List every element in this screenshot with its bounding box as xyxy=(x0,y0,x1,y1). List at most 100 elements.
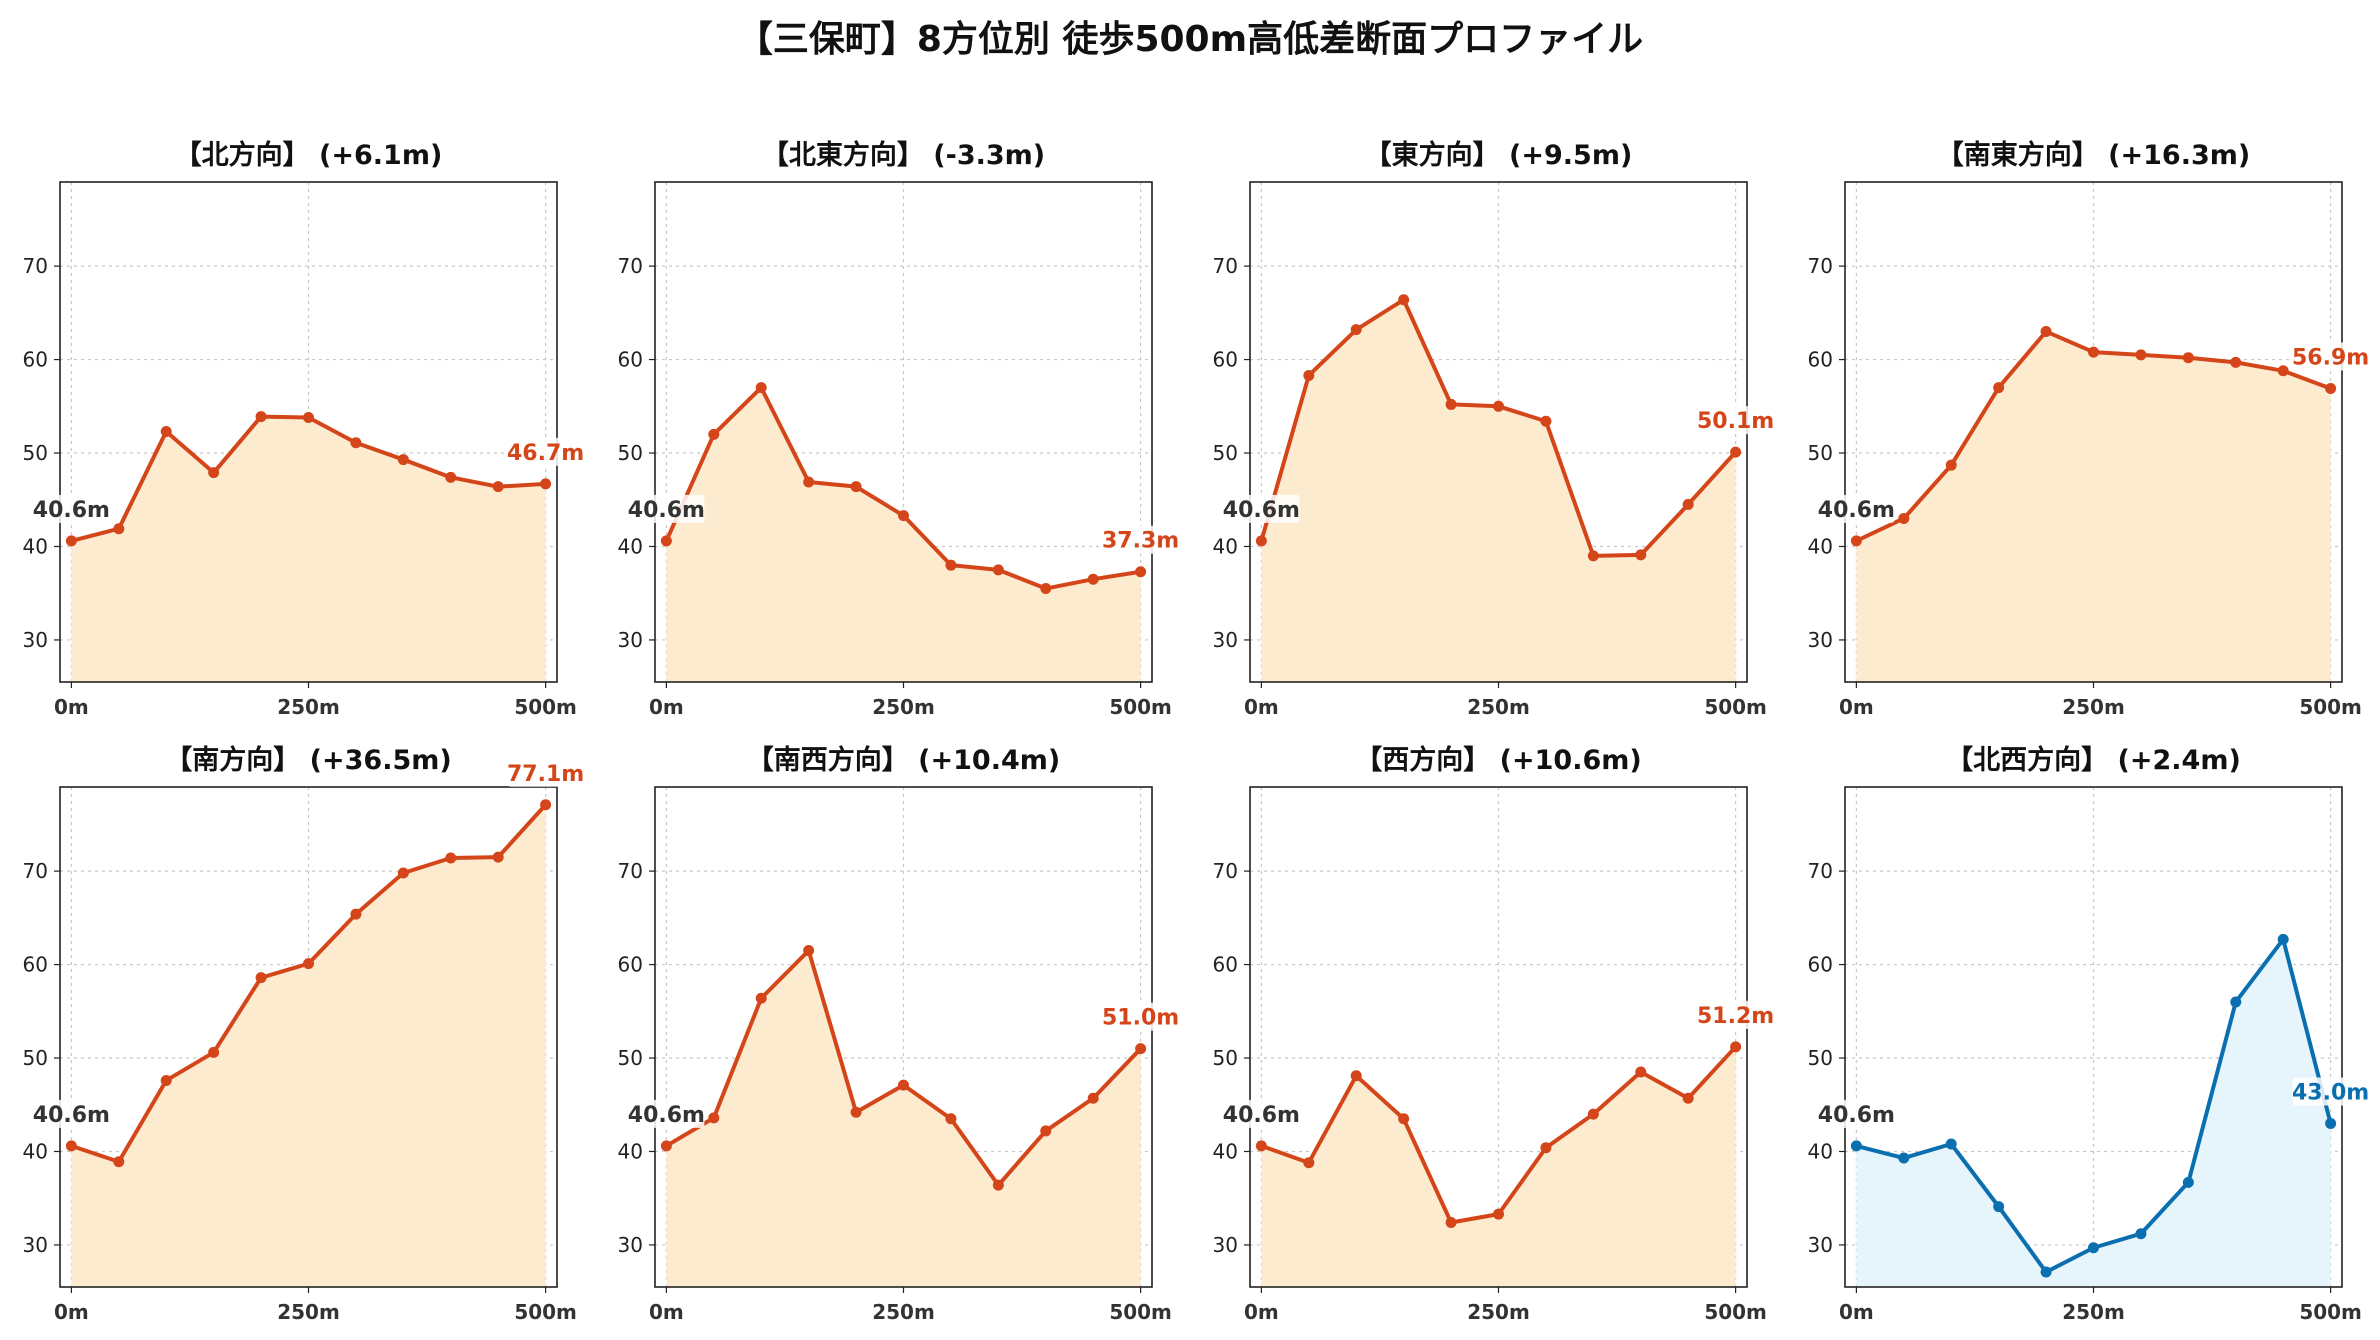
data-point xyxy=(1945,459,1957,471)
data-point xyxy=(255,972,267,984)
y-tick-label: 50 xyxy=(618,1046,643,1070)
start-value-label: 40.6m xyxy=(1223,498,1300,523)
x-tick-label: 0m xyxy=(1244,695,1279,719)
y-tick-label: 50 xyxy=(23,441,48,465)
plot-frame xyxy=(1249,786,1748,1288)
data-point xyxy=(303,958,314,970)
y-tick-label: 30 xyxy=(618,628,643,652)
subplot-title: 【南東方向】 (+16.3m) xyxy=(1937,139,2250,171)
subplot-title: 【東方向】 (+9.5m) xyxy=(1365,139,1633,171)
y-tick-label: 50 xyxy=(1808,1046,1833,1070)
data-point xyxy=(2135,349,2147,361)
plot-frame xyxy=(654,181,1153,683)
data-point xyxy=(850,1106,862,1118)
subplot-title: 【南西方向】 (+10.4m) xyxy=(747,744,1060,776)
y-tick-label: 30 xyxy=(1213,628,1238,652)
y-tick-label: 40 xyxy=(1808,534,1833,558)
data-point xyxy=(1398,294,1410,306)
y-tick-label: 70 xyxy=(1808,254,1833,278)
data-point xyxy=(803,476,815,488)
y-tick-label: 40 xyxy=(23,1139,48,1163)
data-point xyxy=(1682,498,1694,510)
start-value-label: 40.6m xyxy=(628,1103,705,1128)
y-tick-label: 30 xyxy=(1213,1233,1238,1257)
subplot-title: 【南方向】 (+36.5m) xyxy=(165,744,451,776)
y-tick-label: 30 xyxy=(1808,1233,1833,1257)
start-label-bg xyxy=(1223,1099,1300,1128)
x-tick-label: 0m xyxy=(1839,1300,1874,1324)
end-label-bg xyxy=(2292,342,2369,371)
x-tick-label: 250m xyxy=(2062,1300,2125,1324)
data-point xyxy=(160,426,172,438)
data-point xyxy=(850,481,862,493)
area-fill xyxy=(71,416,546,682)
data-point xyxy=(1587,1108,1599,1120)
data-point xyxy=(350,437,362,449)
subplot-2: 【北東方向】 (-3.3m) 30 40 50 60 70 0m 250m 500m 40.6m 3… xyxy=(618,139,1180,719)
end-value-label: 46.7m xyxy=(507,441,584,466)
data-point xyxy=(898,1079,909,1091)
data-point xyxy=(755,382,767,394)
start-value-label: 40.6m xyxy=(33,498,110,523)
data-point xyxy=(1135,566,1147,578)
x-tick-label: 0m xyxy=(54,1300,89,1324)
data-point xyxy=(1730,1041,1742,1053)
y-tick-label: 30 xyxy=(23,1233,48,1257)
data-point xyxy=(397,454,409,466)
start-value-label: 40.6m xyxy=(1818,1103,1895,1128)
y-tick-label: 70 xyxy=(1213,859,1238,883)
plot-frame xyxy=(59,786,558,1288)
area-fill xyxy=(71,804,546,1287)
start-value-label: 40.6m xyxy=(628,498,705,523)
area-fill xyxy=(666,387,1141,682)
y-tick-label: 60 xyxy=(1808,348,1833,372)
start-label-bg xyxy=(628,1099,705,1128)
data-point xyxy=(65,1140,77,1152)
start-label-bg xyxy=(1818,494,1895,523)
y-tick-label: 40 xyxy=(23,534,48,558)
start-value-label: 40.6m xyxy=(33,1103,110,1128)
data-point xyxy=(1135,1043,1147,1055)
data-point xyxy=(945,559,957,571)
y-tick-label: 60 xyxy=(618,348,643,372)
y-tick-label: 40 xyxy=(1808,1139,1833,1163)
data-point xyxy=(1945,1138,1957,1150)
data-point xyxy=(2230,996,2242,1008)
x-tick-label: 250m xyxy=(1467,695,1530,719)
y-tick-label: 50 xyxy=(1808,441,1833,465)
y-tick-label: 50 xyxy=(23,1046,48,1070)
data-point xyxy=(803,945,815,957)
start-label-bg xyxy=(1818,1099,1895,1128)
start-label-bg xyxy=(628,494,705,523)
y-tick-label: 40 xyxy=(1213,534,1238,558)
data-point xyxy=(1635,549,1647,561)
data-point xyxy=(492,851,504,863)
end-label-bg xyxy=(1697,406,1774,435)
x-tick-label: 500m xyxy=(2299,1300,2362,1324)
y-tick-label: 50 xyxy=(618,441,643,465)
end-label-bg xyxy=(507,437,584,466)
page-title: 【三保町】8方位別 徒歩500m高低差断面プロファイル xyxy=(736,19,1644,60)
data-point xyxy=(255,411,267,423)
y-tick-label: 50 xyxy=(1213,1046,1238,1070)
data-point xyxy=(1493,1208,1504,1220)
start-value-label: 40.6m xyxy=(1818,498,1895,523)
data-point xyxy=(1850,535,1862,547)
x-tick-label: 0m xyxy=(54,695,89,719)
data-point xyxy=(660,1140,672,1152)
data-point xyxy=(2040,326,2052,338)
data-point xyxy=(303,412,314,424)
data-point xyxy=(1255,1140,1267,1152)
data-point xyxy=(397,867,409,879)
data-point xyxy=(992,1179,1004,1191)
x-tick-label: 250m xyxy=(277,695,340,719)
data-point xyxy=(2325,1117,2337,1129)
area-fill xyxy=(666,950,1141,1287)
y-tick-label: 60 xyxy=(618,953,643,977)
data-point xyxy=(1993,1201,2005,1213)
data-point xyxy=(350,908,362,920)
data-point xyxy=(660,535,672,547)
end-label-bg xyxy=(507,758,584,787)
data-point xyxy=(992,564,1004,576)
